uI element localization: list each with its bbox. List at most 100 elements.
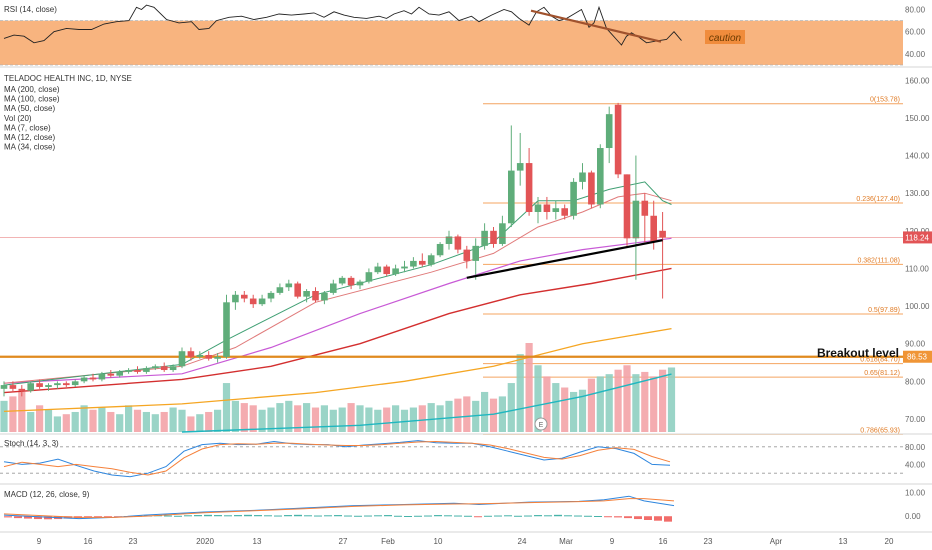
macd-histogram-bar <box>654 516 662 521</box>
macd-histogram-bar <box>414 515 422 517</box>
symbol-title: TELADOC HEALTH INC, 1D, NYSE <box>4 74 132 83</box>
candle-body <box>223 302 230 357</box>
volume-bar <box>53 416 61 432</box>
time-tick-label: 20 <box>885 537 894 546</box>
candle-body <box>160 366 168 371</box>
volume-bar <box>62 414 70 432</box>
macd-histogram-bar <box>314 515 322 517</box>
fib-level-label: 0.618(84.70) <box>860 357 900 364</box>
time-tick-label: 9 <box>37 537 42 546</box>
candle-body <box>383 266 390 275</box>
volume-bar <box>329 409 337 432</box>
macd-histogram-bar <box>564 515 572 517</box>
time-tick-label: Apr <box>770 537 783 546</box>
macd-histogram-bar <box>254 515 262 517</box>
candle-body <box>641 200 649 216</box>
candle-body <box>330 283 337 293</box>
macd-signal-line <box>3 498 675 518</box>
volume-bar <box>338 407 346 432</box>
macd-histogram-bar <box>454 515 462 517</box>
candle-body <box>499 223 506 244</box>
time-tick-label: 16 <box>659 537 668 546</box>
candle-body <box>570 181 577 216</box>
candle-body <box>632 200 640 239</box>
volume-bar <box>578 389 587 432</box>
candle-body <box>143 368 150 372</box>
candle-body <box>659 230 666 238</box>
candle-body <box>249 298 257 305</box>
volume-bar <box>427 403 435 432</box>
macd-title: MACD (12, 26, close, 9) <box>4 490 90 499</box>
candles <box>0 102 666 397</box>
volume-bar <box>196 414 204 432</box>
volume-bar <box>311 407 320 432</box>
macd-histogram-bar <box>164 515 172 517</box>
volume-bar <box>418 405 426 432</box>
candle-body <box>9 385 17 389</box>
fib-level-label: 0.382(111.08) <box>857 257 900 264</box>
macd-tick-label: 0.00 <box>905 512 921 521</box>
volume-bar <box>36 405 44 432</box>
volume-bar <box>0 400 8 432</box>
legend-item: MA (200, close) <box>4 85 60 94</box>
ma100-line <box>3 327 672 413</box>
stoch-tick-label: 80.00 <box>905 443 926 452</box>
legend-item: MA (7, close) <box>4 123 51 132</box>
macd-histogram-bar <box>394 515 402 517</box>
volume-bar <box>205 411 213 432</box>
volume-bar <box>320 405 328 432</box>
support-trendline <box>466 239 663 279</box>
macd-histogram-bar <box>24 516 32 519</box>
volume-bar <box>570 391 578 432</box>
price-tick-label: 150.00 <box>905 114 930 123</box>
rsi-pane: 80.00 60.00 40.00 caution RSI (14, close) <box>0 4 926 66</box>
macd-histogram-bar <box>384 515 392 517</box>
price-tick-label: 110.00 <box>905 264 929 273</box>
volume-bar <box>285 400 293 432</box>
volume-bar <box>249 405 257 432</box>
macd-histogram-bar <box>334 515 342 517</box>
volume-bar <box>463 396 471 432</box>
macd-histogram-bar <box>464 515 472 517</box>
macd-histogram-bar <box>484 515 492 517</box>
candle-body <box>356 281 364 286</box>
macd-tick-label: 10.00 <box>905 489 926 498</box>
stoch-lines <box>3 440 671 478</box>
candle-body <box>116 371 123 376</box>
volume-bars <box>0 343 676 432</box>
macd-histogram-bar <box>354 515 362 517</box>
candle-body <box>107 373 115 376</box>
macd-histogram-bar <box>244 514 252 517</box>
macd-histogram-bar <box>554 514 562 517</box>
price-tick-label: 130.00 <box>905 189 930 198</box>
candle-body <box>419 260 426 265</box>
macd-histogram-bar <box>574 515 582 517</box>
macd-histogram-bar <box>214 515 222 517</box>
price-axis-ticks: 160.00 150.00 140.00 130.00 120.00 110.00 100.… <box>905 76 930 424</box>
candle-body <box>338 277 346 284</box>
volume-bar <box>276 403 284 432</box>
volume-bar <box>614 369 622 432</box>
candle-body <box>18 388 26 391</box>
volume-bar <box>214 409 222 432</box>
fib-level-label: 0(153.78) <box>870 97 900 104</box>
caution-label: caution <box>709 33 742 44</box>
last-price-value: 118.24 <box>905 233 929 242</box>
macd-histogram-bar <box>504 515 512 517</box>
volume-bar <box>400 409 409 432</box>
rsi-tick-label: 80.00 <box>905 6 926 15</box>
time-tick-label: 27 <box>339 537 348 546</box>
volume-bar <box>561 387 569 432</box>
candle-body <box>80 377 88 382</box>
candle-body <box>516 163 524 171</box>
volume-bar <box>142 411 150 432</box>
fib-level-label: 0.786(65.93) <box>860 427 900 434</box>
legend-item: Vol (20) <box>4 114 32 123</box>
macd-histogram-bar <box>494 515 502 517</box>
candle-body <box>178 351 186 367</box>
earnings-marker[interactable] <box>534 417 548 431</box>
macd-histogram-bar <box>634 516 642 520</box>
macd-histogram-bar <box>374 515 382 517</box>
volume-bar <box>481 391 489 432</box>
